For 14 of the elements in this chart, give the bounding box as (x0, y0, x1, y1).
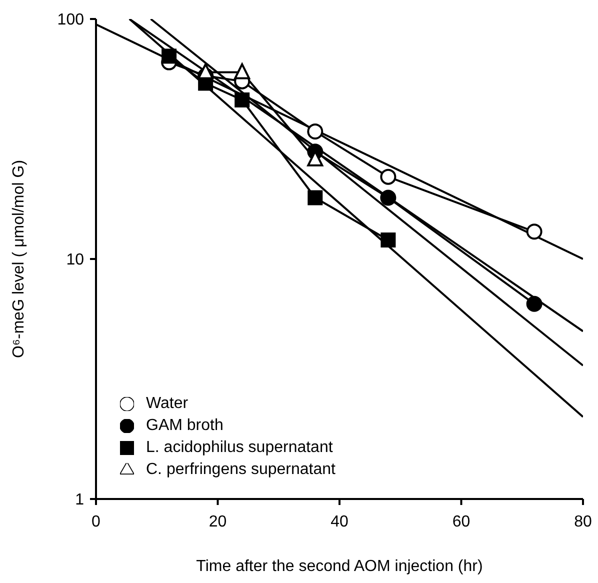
x-tick-label: 80 (574, 513, 592, 530)
x-tick-label: 60 (452, 513, 470, 530)
y-tick-label: 100 (57, 12, 84, 29)
y-tick-label: 10 (66, 252, 84, 269)
y-tick-label: 1 (75, 492, 84, 509)
legend-label: Water (146, 395, 188, 412)
legend-label: C. perfringens supernatant (146, 461, 336, 478)
x-tick-label: 0 (92, 513, 101, 530)
legend-label: GAM broth (146, 417, 224, 434)
legend-label: L. acidophilus supernatant (146, 439, 333, 456)
x-axis-title: Time after the second AOM injection (hr) (196, 558, 483, 575)
x-tick-label: 40 (330, 513, 348, 530)
x-tick-label: 20 (208, 513, 227, 530)
y-axis-title: O⁶-meG level ( μmol/mol G) (10, 160, 28, 358)
